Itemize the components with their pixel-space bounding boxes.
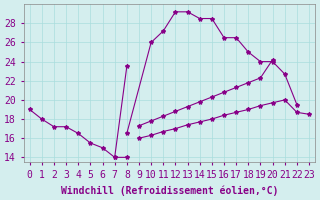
X-axis label: Windchill (Refroidissement éolien,°C): Windchill (Refroidissement éolien,°C): [61, 185, 278, 196]
